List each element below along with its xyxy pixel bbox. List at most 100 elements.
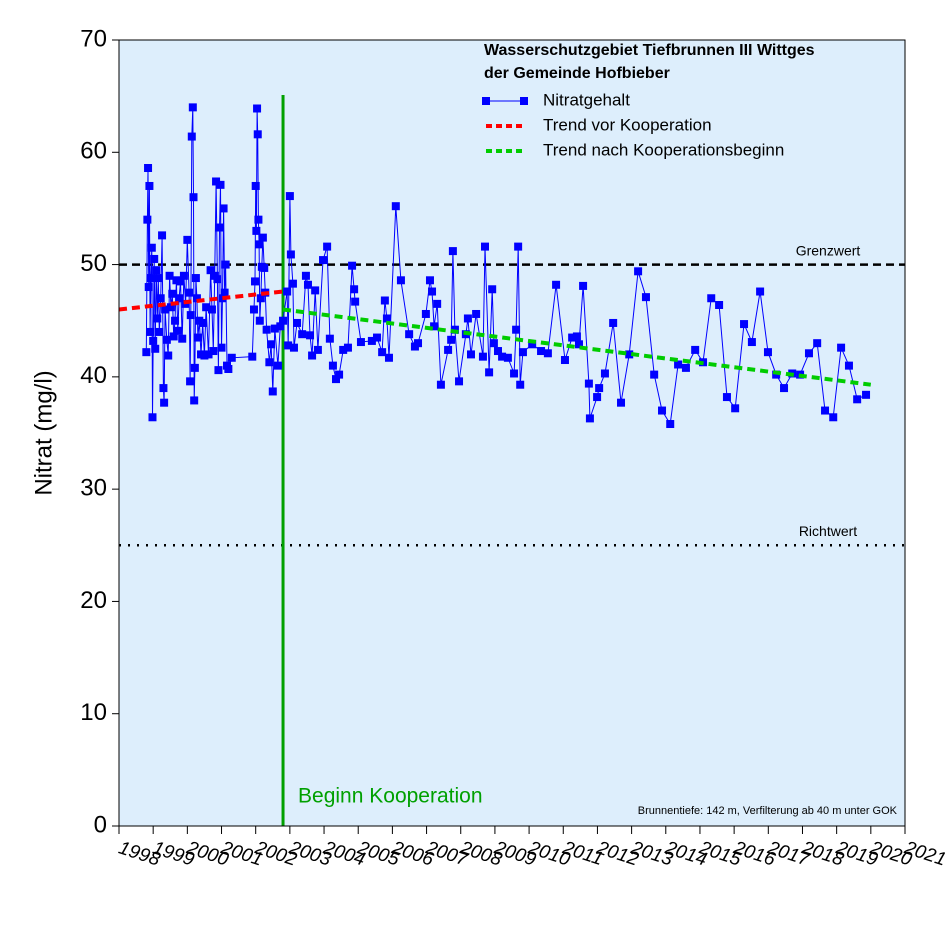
data-point <box>283 287 292 296</box>
data-point <box>313 345 322 354</box>
data-point <box>256 294 265 303</box>
data-point <box>144 283 153 292</box>
data-point <box>516 380 525 389</box>
reference-label: Richtwert <box>799 523 857 539</box>
data-point <box>286 250 295 259</box>
data-point <box>512 325 521 334</box>
data-point <box>650 370 659 379</box>
data-point <box>179 271 188 280</box>
data-point <box>260 263 269 272</box>
data-point <box>625 350 634 359</box>
data-point <box>585 414 594 423</box>
data-point <box>436 380 445 389</box>
data-point <box>862 390 871 399</box>
data-point <box>285 192 294 201</box>
data-point <box>190 396 199 405</box>
data-point <box>510 369 519 378</box>
y-tick-label: 0 <box>94 811 107 838</box>
y-tick-label: 30 <box>80 474 107 501</box>
data-point <box>391 202 400 211</box>
data-point <box>227 353 236 362</box>
note: Brunnentiefe: 142 m, Verfilterung ab 40 … <box>638 805 898 817</box>
data-point <box>248 352 257 361</box>
data-point <box>574 340 583 349</box>
data-point <box>444 345 453 354</box>
data-point <box>168 289 177 298</box>
data-point <box>740 320 749 329</box>
data-point <box>448 247 457 256</box>
data-point <box>772 370 781 379</box>
y-tick-label: 60 <box>80 138 107 165</box>
data-point <box>192 294 201 303</box>
data-point <box>367 336 376 345</box>
data-point <box>253 130 262 139</box>
data-point <box>142 348 151 357</box>
data-point <box>216 180 225 189</box>
data-point <box>350 285 359 294</box>
data-point <box>373 333 382 342</box>
data-point <box>780 384 789 393</box>
data-point <box>158 231 167 240</box>
data-point <box>466 350 475 359</box>
data-point <box>325 334 334 343</box>
data-point <box>193 333 202 342</box>
data-point <box>150 254 159 263</box>
data-point <box>428 287 437 296</box>
data-point <box>289 343 298 352</box>
data-point <box>813 339 822 348</box>
data-point <box>528 340 537 349</box>
data-point <box>481 242 490 251</box>
data-point <box>514 242 523 251</box>
data-point <box>543 349 552 358</box>
data-point <box>298 330 307 339</box>
legend-title: der Gemeinde Hofbieber <box>484 65 670 82</box>
data-point <box>488 285 497 294</box>
data-point <box>396 276 405 285</box>
data-point <box>219 204 228 213</box>
data-point <box>171 316 180 325</box>
trend-line <box>118 289 284 312</box>
data-point <box>165 271 174 280</box>
data-point <box>617 398 626 407</box>
data-point <box>254 215 263 224</box>
data-point <box>518 348 527 357</box>
data-point <box>206 266 215 275</box>
data-point <box>161 305 170 314</box>
data-point <box>183 235 192 244</box>
data-point <box>156 294 165 303</box>
data-point <box>378 348 387 357</box>
legend-marker <box>520 97 528 105</box>
data-point <box>148 413 157 422</box>
data-point <box>288 279 297 288</box>
data-point <box>498 352 507 361</box>
data-point <box>384 353 393 362</box>
legend-title: Wasserschutzgebiet Tiefbrunnen III Wittg… <box>484 42 815 59</box>
data-point <box>154 274 163 283</box>
plot-border <box>118 39 906 827</box>
data-point <box>187 132 196 141</box>
data-point <box>455 377 464 386</box>
data-point <box>149 336 158 345</box>
data-point <box>332 375 341 384</box>
data-point <box>430 322 439 331</box>
data-point <box>844 361 853 370</box>
y-tick-label: 20 <box>80 587 107 614</box>
data-point <box>335 370 344 379</box>
data-point <box>221 260 230 269</box>
data-point <box>478 352 487 361</box>
data-point <box>200 351 209 360</box>
data-point <box>421 309 430 318</box>
data-point <box>293 318 302 327</box>
data-point <box>262 325 271 334</box>
data-point <box>722 393 731 402</box>
data-point <box>348 261 357 270</box>
reference-label: Grenzwert <box>796 242 861 258</box>
data-point <box>204 350 213 359</box>
data-point <box>356 338 365 347</box>
data-point <box>319 256 328 265</box>
data-point <box>485 368 494 377</box>
data-point <box>188 103 197 112</box>
data-point <box>756 287 765 296</box>
data-point <box>552 280 561 289</box>
